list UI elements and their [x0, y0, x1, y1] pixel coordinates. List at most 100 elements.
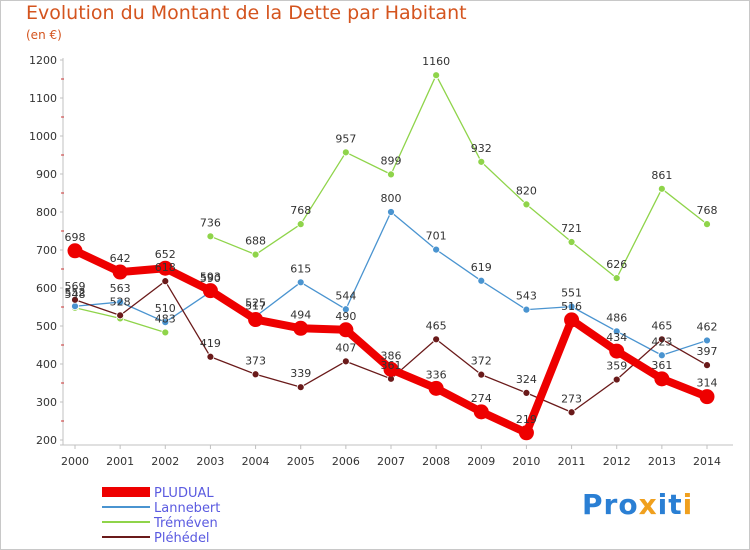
x-tick-label: 2009 [467, 455, 495, 468]
data-point [612, 375, 621, 384]
x-tick-label: 2002 [151, 455, 179, 468]
data-label: 483 [155, 312, 176, 325]
data-label: 462 [697, 320, 718, 333]
data-point [612, 327, 621, 336]
data-label: 544 [335, 289, 356, 302]
data-point [71, 295, 79, 304]
data-point [383, 361, 399, 377]
data-label: 698 [65, 231, 86, 244]
legend-label: Tréméven [153, 516, 218, 531]
data-label: 339 [290, 367, 311, 380]
data-point [387, 208, 395, 216]
x-tick-label: 2013 [648, 455, 676, 468]
data-point [116, 311, 125, 320]
data-label: 517 [245, 300, 266, 313]
data-label: 397 [697, 345, 718, 358]
data-label: 957 [335, 132, 356, 145]
data-label: 563 [110, 282, 131, 295]
data-label: 219 [516, 413, 537, 426]
data-label: 552 [65, 286, 86, 299]
data-point [657, 351, 666, 360]
data-label: 510 [155, 302, 176, 315]
logo-letter: x [638, 488, 658, 521]
data-point [206, 232, 215, 241]
data-label: 490 [335, 310, 356, 323]
proxiti-logo: Proxiti [582, 488, 693, 521]
data-point [432, 245, 441, 254]
y-tick-label: 1200 [29, 54, 57, 67]
data-point [703, 336, 711, 345]
data-label: 642 [110, 252, 131, 265]
data-point [609, 343, 625, 359]
data-point [567, 238, 576, 246]
data-label: 593 [200, 271, 221, 284]
x-tick-label: 2005 [287, 455, 315, 468]
data-point [612, 274, 621, 283]
logo-letter: t [668, 488, 683, 521]
data-label: 615 [290, 262, 311, 275]
logo-letter: o [618, 488, 639, 521]
data-point [157, 260, 173, 276]
chart-subtitle: (en €) [26, 28, 62, 42]
data-label: 372 [471, 355, 492, 368]
data-point [251, 250, 260, 259]
x-tick-label: 2001 [106, 455, 134, 468]
data-label: 486 [606, 311, 627, 324]
data-label: 361 [651, 359, 672, 372]
data-label: 618 [155, 261, 176, 274]
data-point [522, 388, 531, 397]
data-point [432, 71, 441, 80]
data-point [341, 305, 350, 314]
logo-letter: r [603, 488, 619, 521]
data-point [567, 302, 576, 311]
data-point [116, 298, 125, 306]
data-label: 590 [200, 272, 221, 285]
data-point [477, 370, 486, 379]
data-point [296, 383, 305, 392]
data-point [341, 357, 350, 366]
data-label: 516 [561, 300, 582, 313]
data-point [477, 157, 486, 166]
data-point [703, 361, 711, 370]
data-label: 899 [381, 154, 402, 167]
logo-letter: i [657, 488, 669, 521]
data-label: 465 [651, 319, 672, 332]
data-label: 736 [200, 216, 221, 229]
data-label: 465 [426, 319, 447, 332]
logo-letter: i [682, 488, 694, 521]
data-point [341, 148, 350, 157]
data-point [657, 184, 666, 193]
data-point [522, 200, 531, 209]
data-label: 551 [561, 287, 582, 300]
logo-letter: P [582, 488, 604, 521]
chart-title: Evolution du Montant de la Dette par Hab… [26, 2, 467, 24]
data-point [112, 264, 128, 280]
data-point [161, 328, 170, 337]
data-point [699, 389, 715, 405]
data-point [338, 322, 354, 338]
data-point [161, 277, 170, 286]
x-tick-label: 2003 [196, 455, 224, 468]
x-tick-label: 2007 [377, 455, 405, 468]
data-label: 373 [245, 354, 266, 367]
data-point [567, 408, 576, 417]
data-label: 721 [561, 222, 582, 235]
data-label: 336 [426, 368, 447, 381]
data-label: 543 [516, 290, 537, 303]
data-point [296, 220, 305, 229]
legend-label: PLUDUAL [154, 486, 214, 501]
data-point [703, 220, 711, 229]
data-point [473, 404, 489, 420]
data-label: 768 [290, 204, 311, 217]
y-tick-label: 700 [36, 244, 57, 257]
data-label: 569 [65, 280, 86, 293]
y-tick-label: 400 [36, 358, 57, 371]
data-label: 1160 [422, 55, 450, 68]
x-tick-label: 2014 [693, 455, 721, 468]
data-point [564, 312, 580, 328]
data-label: 273 [561, 392, 582, 405]
legend-label: Lannebert [154, 501, 220, 516]
y-tick-label: 1000 [29, 130, 57, 143]
data-label: 407 [335, 341, 356, 354]
